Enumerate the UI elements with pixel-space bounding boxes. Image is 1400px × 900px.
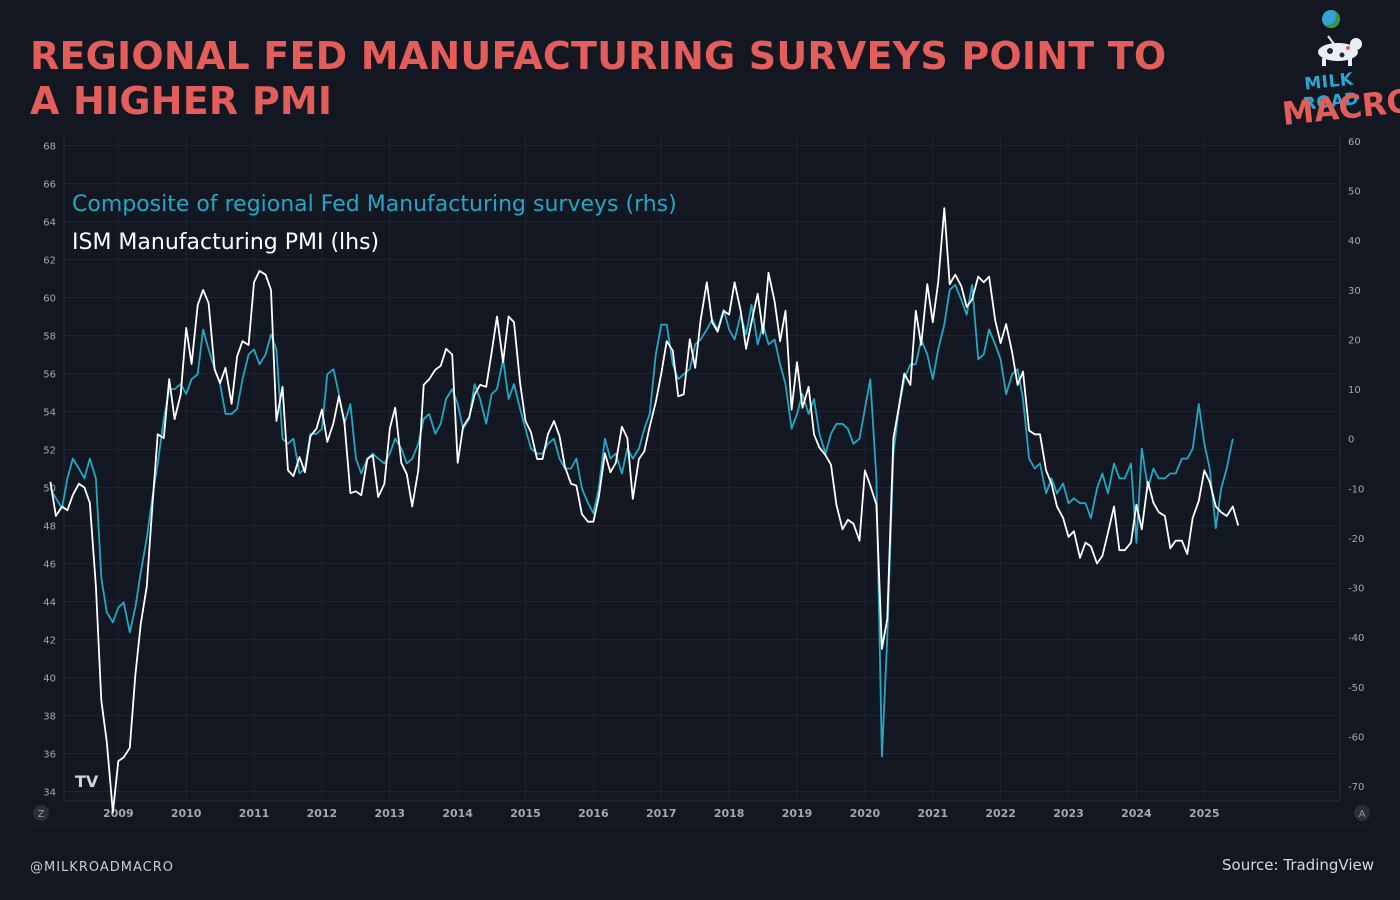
y-tick-right-label: -60 (1348, 732, 1364, 743)
x-tick-label: 2019 (782, 807, 813, 820)
x-tick-label: 2012 (307, 807, 338, 820)
legend-pmi: ISM Manufacturing PMI (lhs) (72, 230, 379, 255)
y-axis-right-ticks: -70 -60 -50 -40 -30 -20 -10 0 10 20 30 40 50 60 (1348, 137, 1364, 793)
chart-container: 34 36 38 40 42 44 46 48 50 52 54 56 58 60 62 64 66 68 -70… (30, 136, 1370, 827)
y-tick-right-label: 50 (1348, 187, 1361, 198)
x-tick-label: 2013 (374, 807, 405, 820)
y-tick-right-label: -30 (1348, 584, 1364, 595)
y-tick-right-label: 10 (1348, 385, 1361, 396)
cow-mascot-icon (1318, 35, 1362, 66)
x-tick-label: 2018 (714, 807, 745, 820)
y-tick-left-label: 50 (43, 484, 56, 495)
y-tick-right-label: -20 (1348, 534, 1364, 545)
x-tick-label: 2023 (1053, 807, 1084, 820)
y-tick-right-label: 60 (1348, 137, 1361, 148)
x-tick-label: 2024 (1121, 807, 1152, 820)
page-title: REGIONAL FED MANUFACTURING SURVEYS POINT… (30, 34, 1167, 123)
y-tick-left-label: 38 (43, 712, 56, 723)
y-tick-left-label: 42 (43, 636, 56, 647)
y-tick-left-label: 54 (43, 408, 56, 419)
y-tick-left-label: 62 (43, 256, 56, 267)
y-axis-left-ticks: 34 36 38 40 42 44 46 48 50 52 54 56 58 60 62 64 66 68 (43, 142, 56, 799)
y-tick-right-label: -70 (1348, 782, 1364, 793)
axis-mode-button-right-label: A (1359, 809, 1366, 820)
footer-source: Source: TradingView (1222, 856, 1374, 874)
y-tick-left-label: 68 (43, 142, 56, 153)
y-tick-left-label: 66 (43, 180, 56, 191)
series-line-pmi (49, 207, 1240, 814)
y-tick-left-label: 60 (43, 294, 56, 305)
legend-composite: Composite of regional Fed Manufacturing … (72, 192, 677, 217)
y-tick-left-label: 58 (43, 332, 56, 343)
y-tick-left-label: 48 (43, 522, 56, 533)
axis-mode-button-left-label: Z (38, 809, 45, 820)
y-tick-left-label: 44 (43, 598, 56, 609)
y-tick-right-label: -10 (1348, 484, 1364, 495)
y-tick-right-label: 30 (1348, 286, 1361, 297)
x-tick-label: 2017 (646, 807, 677, 820)
y-tick-right-label: 0 (1348, 435, 1354, 446)
x-tick-label: 2016 (578, 807, 609, 820)
x-tick-label: 2015 (510, 807, 541, 820)
y-tick-left-label: 64 (43, 218, 56, 229)
x-tick-label: 2021 (917, 807, 948, 820)
grid-lines (64, 136, 1340, 801)
y-tick-right-label: -50 (1348, 683, 1364, 694)
y-tick-left-label: 46 (43, 560, 56, 571)
y-tick-left-label: 52 (43, 446, 56, 457)
y-tick-left-label: 40 (43, 674, 56, 685)
x-tick-label: 2010 (171, 807, 202, 820)
x-tick-label: 2025 (1189, 807, 1220, 820)
y-tick-right-label: -40 (1348, 633, 1364, 644)
y-tick-left-label: 36 (43, 750, 56, 761)
axis-mode-button-right[interactable]: A (1354, 805, 1370, 821)
x-axis-ticks: 2009 2010 2011 2012 2013 2014 2015 2016 2017 2018… (103, 807, 1220, 820)
x-tick-label: 2022 (985, 807, 1016, 820)
y-tick-left-label: 34 (43, 788, 56, 799)
x-tick-label: 2009 (103, 807, 134, 820)
y-tick-left-label: 56 (43, 370, 56, 381)
line-chart: 34 36 38 40 42 44 46 48 50 52 54 56 58 60 62 64 66 68 -70… (30, 136, 1370, 827)
x-tick-label: 2020 (850, 807, 881, 820)
series-line-composite (49, 284, 1234, 758)
globe-icon (1322, 10, 1340, 28)
x-tick-label: 2011 (239, 807, 270, 820)
y-tick-right-label: 40 (1348, 236, 1361, 247)
footer-handle: @MILKROADMACRO (30, 860, 174, 875)
tradingview-watermark: TV (75, 772, 99, 791)
y-tick-right-label: 20 (1348, 335, 1361, 346)
x-tick-label: 2014 (442, 807, 473, 820)
series-lines (49, 207, 1240, 814)
milk-road-macro-logo: MILK ROAD MACRO (1280, 10, 1400, 133)
axis-mode-button-left[interactable]: Z (33, 805, 49, 821)
